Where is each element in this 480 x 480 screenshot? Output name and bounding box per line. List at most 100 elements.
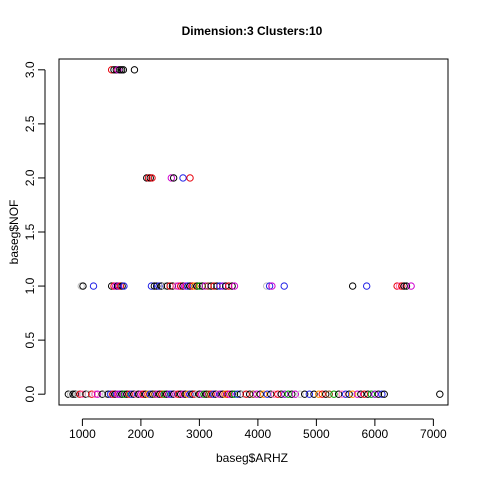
data-point: [253, 390, 261, 398]
data-point: [393, 282, 401, 290]
data-point: [230, 282, 239, 290]
data-point: [202, 390, 211, 398]
data-point: [318, 390, 326, 398]
data-point: [102, 390, 110, 398]
data-point: [176, 390, 185, 398]
data-point: [348, 390, 357, 398]
data-point: [265, 282, 274, 290]
x-tick-label: 5000: [303, 427, 330, 441]
data-point: [270, 390, 278, 398]
data-point: [348, 282, 357, 290]
data-point: [364, 390, 372, 398]
data-point: [111, 390, 119, 398]
data-point: [262, 282, 271, 290]
data-point: [210, 282, 218, 290]
data-point: [226, 390, 234, 398]
data-point: [191, 390, 199, 398]
data-point: [158, 390, 166, 398]
data-point: [310, 390, 318, 398]
data-point: [186, 282, 194, 290]
chart-title: Dimension:3 Clusters:10: [182, 24, 323, 38]
data-point: [153, 390, 161, 398]
data-point: [166, 282, 174, 290]
data-point: [130, 66, 139, 74]
data-point: [151, 390, 159, 398]
x-tick-label: 3000: [186, 427, 213, 441]
data-point: [163, 282, 171, 290]
data-point: [338, 390, 346, 398]
data-point: [179, 174, 187, 182]
y-tick-label: 2.0: [23, 169, 37, 186]
data-point: [152, 282, 161, 290]
data-point: [104, 390, 112, 398]
data-point: [181, 282, 190, 290]
data-point: [268, 282, 276, 290]
data-point: [181, 390, 190, 398]
data-point: [148, 390, 157, 398]
x-tick-label: 7000: [420, 427, 447, 441]
data-point: [116, 390, 124, 398]
data-point: [436, 390, 444, 398]
data-point: [267, 390, 275, 398]
data-point: [353, 390, 362, 398]
data-point: [205, 390, 213, 398]
data-point: [378, 390, 386, 398]
data-point: [89, 282, 98, 290]
data-point: [160, 390, 168, 398]
data-point: [193, 390, 201, 398]
data-point: [398, 282, 406, 290]
data-point: [280, 282, 288, 290]
data-point: [82, 390, 90, 398]
data-point: [144, 390, 152, 398]
data-point: [330, 390, 338, 398]
data-point: [139, 390, 147, 398]
data-point: [230, 390, 239, 398]
data-point: [233, 390, 242, 398]
data-point: [322, 390, 330, 398]
data-point: [148, 174, 156, 182]
data-point: [195, 282, 204, 290]
data-point: [160, 282, 168, 290]
data-point: [93, 390, 102, 398]
data-point: [277, 390, 285, 398]
y-axis-label: baseg$NOF: [7, 200, 21, 265]
y-tick-label: 2.5: [23, 115, 37, 132]
data-point: [162, 390, 171, 398]
data-point: [186, 174, 194, 182]
data-point: [168, 282, 177, 290]
data-point: [155, 390, 164, 398]
x-axis: 1000 2000 3000 4000 5000 6000 7000: [69, 418, 447, 441]
data-point: [256, 390, 264, 398]
data-point: [169, 174, 178, 182]
data-point: [186, 390, 194, 398]
data-point: [207, 282, 215, 290]
data-point: [274, 390, 282, 398]
data-point: [179, 282, 187, 290]
data-point: [179, 390, 187, 398]
x-tick-label: 6000: [362, 427, 389, 441]
data-point: [242, 390, 250, 398]
data-point: [402, 282, 411, 290]
data-point: [120, 282, 128, 290]
data-point: [98, 390, 106, 398]
data-point: [150, 282, 159, 290]
data-point: [110, 66, 118, 74]
data-point: [141, 390, 150, 398]
data-point: [288, 390, 296, 398]
data-point: [188, 282, 197, 290]
data-point: [198, 390, 206, 398]
data-point: [106, 390, 115, 398]
y-tick-label: 1.0: [23, 277, 37, 294]
data-point: [120, 390, 129, 398]
data-point: [183, 390, 192, 398]
data-point: [155, 282, 163, 290]
data-point: [223, 390, 232, 398]
data-point: [305, 390, 314, 398]
data-point: [137, 390, 145, 398]
y-tick-label: 0.0: [23, 386, 37, 403]
data-point: [374, 390, 383, 398]
data-point: [334, 390, 343, 398]
data-point: [291, 390, 300, 398]
data-point: [219, 282, 227, 290]
y-tick-label: 0.5: [23, 331, 37, 348]
